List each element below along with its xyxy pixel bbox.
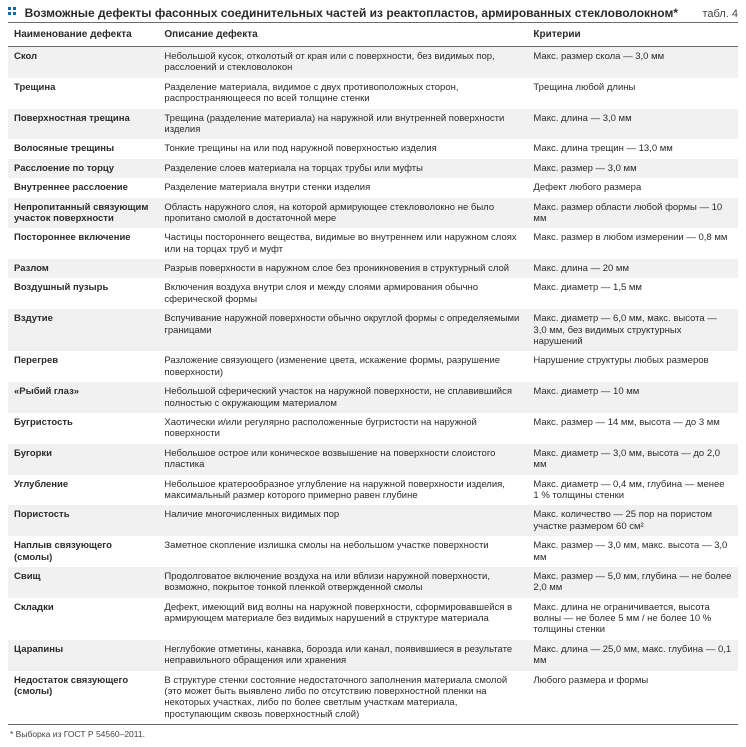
cell-name: «Рыбий глаз» [8, 382, 158, 413]
table-row: ЦарапиныНеглубокие отметины, канавка, бо… [8, 640, 738, 671]
cell-name: Трещина [8, 78, 158, 109]
cell-crit: Макс. количество — 25 пор на пористом уч… [527, 505, 738, 536]
cell-crit: Макс. размер — 14 мм, высота — до 3 мм [527, 413, 738, 444]
cell-crit: Макс. диаметр — 6,0 мм, макс. высота — 3… [527, 309, 738, 351]
cell-name: Разлом [8, 259, 158, 278]
table-row: УглублениеНебольшое кратерообразное углу… [8, 475, 738, 506]
table-row: БугоркиНебольшое острое или коническое в… [8, 444, 738, 475]
cell-name: Непропитанный связующим участок поверхно… [8, 198, 158, 229]
cell-desc: Наличие многочисленных видимых пор [158, 505, 527, 536]
cell-desc: Небольшой кусок, отколотый от края или с… [158, 47, 527, 78]
title-row: Возможные дефекты фасонных соединительны… [8, 6, 738, 20]
cell-crit: Макс. диаметр — 10 мм [527, 382, 738, 413]
cell-crit: Макс. длина — 3,0 мм [527, 109, 738, 140]
table-wrapper: Возможные дефекты фасонных соединительны… [0, 0, 746, 747]
cell-name: Свищ [8, 567, 158, 598]
cell-name: Недостаток связующего (смолы) [8, 671, 158, 725]
dots-icon [8, 7, 18, 17]
table-row: СколНебольшой кусок, отколотый от края и… [8, 47, 738, 78]
cell-desc: В структуре стенки состояние недостаточн… [158, 671, 527, 725]
cell-desc: Небольшой сферический участок на наружно… [158, 382, 527, 413]
cell-name: Скол [8, 47, 158, 78]
cell-name: Пористость [8, 505, 158, 536]
table-row: Постороннее включениеЧастицы постороннег… [8, 228, 738, 259]
cell-desc: Небольшое кратерообразное углубление на … [158, 475, 527, 506]
cell-desc: Область наружного слоя, на которой армир… [158, 198, 527, 229]
cell-name: Наплыв связующего (смолы) [8, 536, 158, 567]
cell-crit: Макс. диаметр — 1,5 мм [527, 278, 738, 309]
table-row: Внутреннее расслоениеРазделение материал… [8, 178, 738, 197]
table-row: Волосяные трещиныТонкие трещины на или п… [8, 139, 738, 158]
cell-desc: Продолговатое включение воздуха на или в… [158, 567, 527, 598]
table-row: СвищПродолговатое включение воздуха на и… [8, 567, 738, 598]
cell-name: Волосяные трещины [8, 139, 158, 158]
cell-desc: Разрыв поверхности в наружном слое без п… [158, 259, 527, 278]
cell-desc: Дефект, имеющий вид волны на наружной по… [158, 598, 527, 640]
cell-crit: Макс. размер — 3,0 мм, макс. высота — 3,… [527, 536, 738, 567]
cell-crit: Нарушение структуры любых размеров [527, 351, 738, 382]
table-row: Воздушный пузырьВключения воздуха внутри… [8, 278, 738, 309]
table-number: табл. 4 [703, 8, 739, 20]
title-left: Возможные дефекты фасонных соединительны… [8, 6, 678, 20]
table-title: Возможные дефекты фасонных соединительны… [25, 6, 678, 20]
cell-name: Внутреннее расслоение [8, 178, 158, 197]
cell-crit: Макс. длина — 20 мм [527, 259, 738, 278]
cell-desc: Разделение слоев материала на торцах тру… [158, 159, 527, 178]
col-header-name: Наименование дефекта [8, 23, 158, 47]
cell-desc: Тонкие трещины на или под наружной повер… [158, 139, 527, 158]
cell-desc: Включения воздуха внутри слоя и между сл… [158, 278, 527, 309]
cell-name: Вздутие [8, 309, 158, 351]
cell-desc: Хаотически и/или регулярно расположенные… [158, 413, 527, 444]
cell-desc: Разложение связующего (изменение цвета, … [158, 351, 527, 382]
cell-name: Бугорки [8, 444, 158, 475]
cell-crit: Макс. длина не ограничивается, высота во… [527, 598, 738, 640]
col-header-crit: Критерии [527, 23, 738, 47]
table-row: ПерегревРазложение связующего (изменение… [8, 351, 738, 382]
cell-name: Воздушный пузырь [8, 278, 158, 309]
cell-desc: Небольшое острое или коническое возвышен… [158, 444, 527, 475]
table-row: ТрещинаРазделение материала, видимое с д… [8, 78, 738, 109]
table-row: Непропитанный связующим участок поверхно… [8, 198, 738, 229]
cell-desc: Разделение материала, видимое с двух про… [158, 78, 527, 109]
cell-crit: Макс. размер — 5,0 мм, глубина — не боле… [527, 567, 738, 598]
footnote: * Выборка из ГОСТ Р 54560–2011. [8, 724, 738, 743]
table-row: БугристостьХаотически и/или регулярно ра… [8, 413, 738, 444]
table-row: Расслоение по торцуРазделение слоев мате… [8, 159, 738, 178]
cell-desc: Частицы постороннего вещества, видимые в… [158, 228, 527, 259]
table-row: ПористостьНаличие многочисленных видимых… [8, 505, 738, 536]
cell-name: Поверхностная трещина [8, 109, 158, 140]
cell-crit: Макс. длина трещин — 13,0 мм [527, 139, 738, 158]
table-row: Наплыв связующего (смолы)Заметное скопле… [8, 536, 738, 567]
cell-desc: Заметное скопление излишка смолы на небо… [158, 536, 527, 567]
cell-desc: Неглубокие отметины, канавка, борозда ил… [158, 640, 527, 671]
cell-name: Бугристость [8, 413, 158, 444]
cell-desc: Разделение материала внутри стенки издел… [158, 178, 527, 197]
cell-crit: Макс. диаметр — 0,4 мм, глубина — менее … [527, 475, 738, 506]
table-row: ВздутиеВспучивание наружной поверхности … [8, 309, 738, 351]
cell-name: Царапины [8, 640, 158, 671]
cell-name: Углубление [8, 475, 158, 506]
table-row: РазломРазрыв поверхности в наружном слое… [8, 259, 738, 278]
table-row: Поверхностная трещинаТрещина (разделение… [8, 109, 738, 140]
cell-crit: Макс. размер скола — 3,0 мм [527, 47, 738, 78]
cell-crit: Дефект любого размера [527, 178, 738, 197]
table-row: СкладкиДефект, имеющий вид волны на нару… [8, 598, 738, 640]
cell-desc: Вспучивание наружной поверхности обычно … [158, 309, 527, 351]
cell-name: Расслоение по торцу [8, 159, 158, 178]
table-row: «Рыбий глаз»Небольшой сферический участо… [8, 382, 738, 413]
table-row: Недостаток связующего (смолы)В структуре… [8, 671, 738, 725]
cell-name: Складки [8, 598, 158, 640]
cell-desc: Трещина (разделение материала) на наружн… [158, 109, 527, 140]
defects-table: Наименование дефекта Описание дефекта Кр… [8, 22, 738, 724]
cell-crit: Макс. размер области любой формы — 10 мм [527, 198, 738, 229]
cell-name: Постороннее включение [8, 228, 158, 259]
col-header-desc: Описание дефекта [158, 23, 527, 47]
cell-crit: Трещина любой длины [527, 78, 738, 109]
cell-crit: Макс. диаметр — 3,0 мм, высота — до 2,0 … [527, 444, 738, 475]
cell-crit: Макс. длина — 25,0 мм, макс. глубина — 0… [527, 640, 738, 671]
cell-crit: Любого размера и формы [527, 671, 738, 725]
cell-crit: Макс. размер в любом измерении — 0,8 мм [527, 228, 738, 259]
cell-name: Перегрев [8, 351, 158, 382]
cell-crit: Макс. размер — 3,0 мм [527, 159, 738, 178]
